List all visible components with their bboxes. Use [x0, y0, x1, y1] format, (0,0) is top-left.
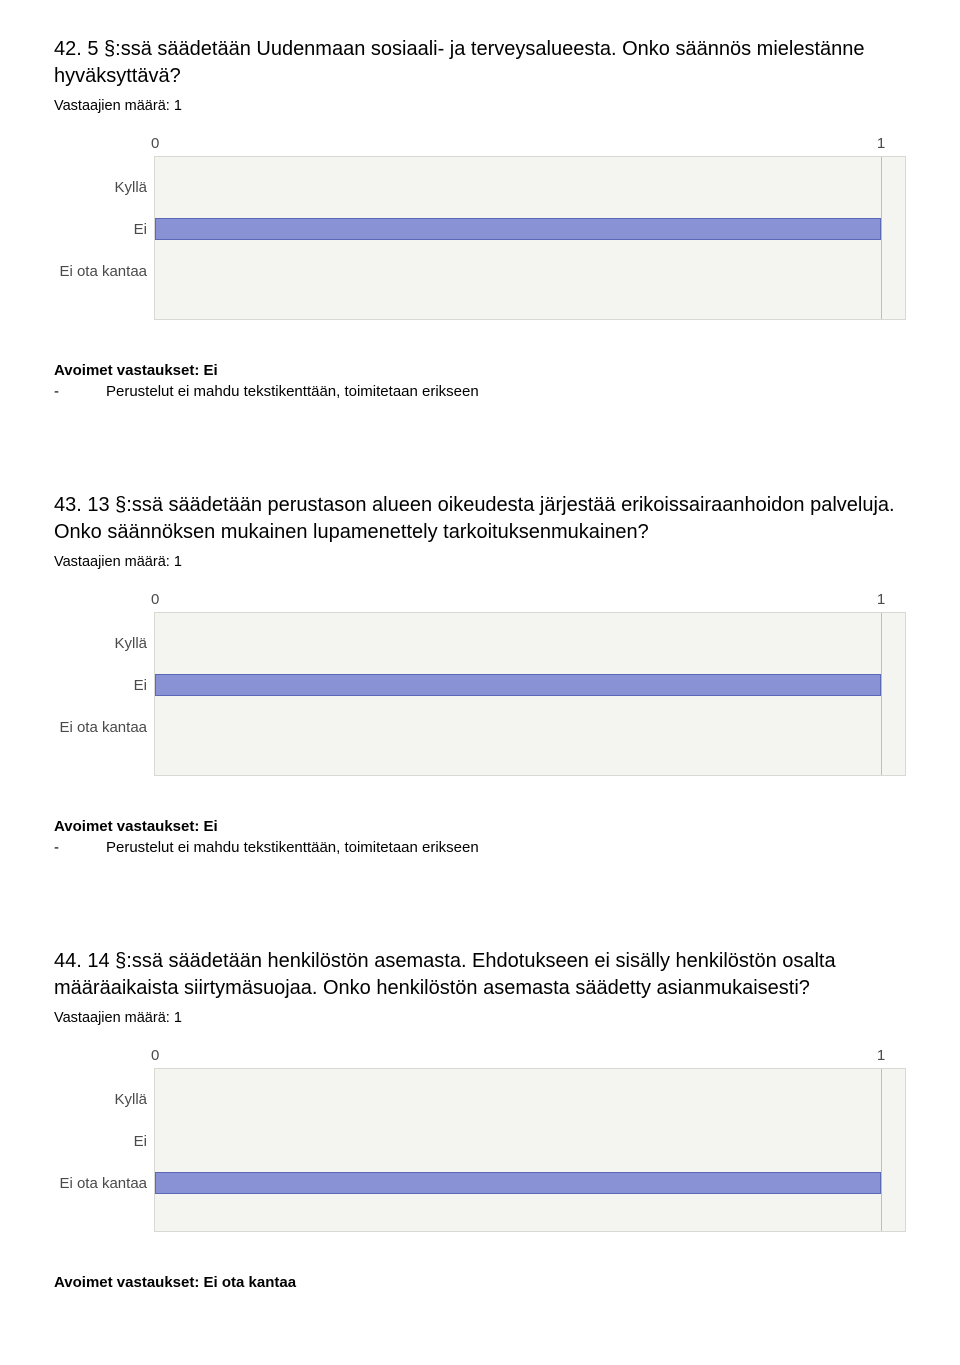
axis-tick-line	[881, 613, 882, 775]
respondent-count: Vastaajien määrä: 1	[54, 554, 906, 570]
question-title: 44. 14 §:ssä säädetään henkilöstön asema…	[54, 948, 906, 1002]
axis-label-1: 1	[877, 591, 885, 608]
category-label: Ei	[47, 677, 147, 694]
axis-label-0: 0	[151, 1047, 159, 1064]
chart-plot-area: 0 1 Kyllä Ei Ei ota kantaa	[154, 156, 906, 320]
bar	[155, 674, 881, 696]
chart-plot-area: 0 1 Kyllä Ei Ei ota kantaa	[154, 1068, 906, 1232]
open-answer-item: - Perustelut ei mahdu tekstikenttään, to…	[54, 383, 906, 400]
axis-label-1: 1	[877, 1047, 885, 1064]
category-label: Kyllä	[47, 1091, 147, 1108]
respondent-count: Vastaajien määrä: 1	[54, 98, 906, 114]
open-answers-title: Avoimet vastaukset: Ei	[54, 362, 906, 379]
question-title: 42. 5 §:ssä säädetään Uudenmaan sosiaali…	[54, 36, 906, 90]
axis-label-1: 1	[877, 135, 885, 152]
open-answer-item: - Perustelut ei mahdu tekstikenttään, to…	[54, 839, 906, 856]
category-label: Ei ota kantaa	[47, 719, 147, 736]
open-answers-list: - Perustelut ei mahdu tekstikenttään, to…	[54, 383, 906, 400]
category-label: Kyllä	[47, 635, 147, 652]
question-block: 43. 13 §:ssä säädetään perustason alueen…	[54, 492, 906, 856]
spacer	[54, 890, 906, 948]
question-title: 43. 13 §:ssä säädetään perustason alueen…	[54, 492, 906, 546]
bar	[155, 1172, 881, 1194]
spacer	[54, 434, 906, 492]
bar-chart: 0 1 Kyllä Ei Ei ota kantaa	[54, 156, 906, 320]
chart-plot-area: 0 1 Kyllä Ei Ei ota kantaa	[154, 612, 906, 776]
open-answer-text: Perustelut ei mahdu tekstikenttään, toim…	[106, 839, 479, 856]
open-answers-title: Avoimet vastaukset: Ei ota kantaa	[54, 1274, 906, 1291]
axis-tick-line	[881, 1069, 882, 1231]
bar	[155, 218, 881, 240]
category-label: Kyllä	[47, 179, 147, 196]
axis-label-0: 0	[151, 135, 159, 152]
bar-chart: 0 1 Kyllä Ei Ei ota kantaa	[54, 612, 906, 776]
question-block: 42. 5 §:ssä säädetään Uudenmaan sosiaali…	[54, 36, 906, 400]
category-label: Ei	[47, 1133, 147, 1150]
respondent-count: Vastaajien määrä: 1	[54, 1010, 906, 1026]
category-label: Ei	[47, 221, 147, 238]
question-block: 44. 14 §:ssä säädetään henkilöstön asema…	[54, 948, 906, 1291]
axis-tick-line	[881, 157, 882, 319]
open-answer-text: Perustelut ei mahdu tekstikenttään, toim…	[106, 383, 479, 400]
open-answers-list: - Perustelut ei mahdu tekstikenttään, to…	[54, 839, 906, 856]
bar-chart: 0 1 Kyllä Ei Ei ota kantaa	[54, 1068, 906, 1232]
open-answers-title: Avoimet vastaukset: Ei	[54, 818, 906, 835]
bullet-dash: -	[54, 383, 106, 400]
axis-label-0: 0	[151, 591, 159, 608]
category-label: Ei ota kantaa	[47, 1175, 147, 1192]
bullet-dash: -	[54, 839, 106, 856]
category-label: Ei ota kantaa	[47, 263, 147, 280]
